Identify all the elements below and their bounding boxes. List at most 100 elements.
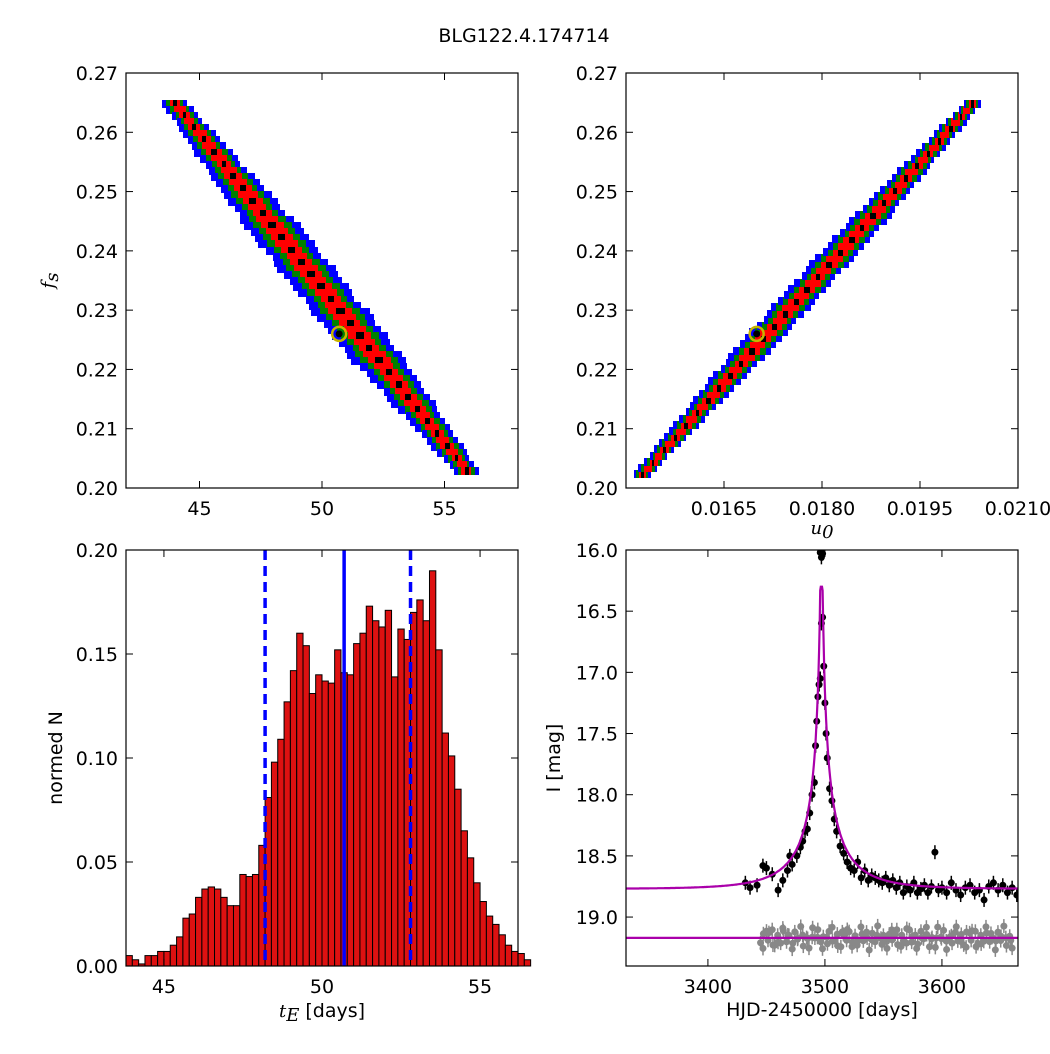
panel-light-curve: 3400 3500 3600 16.0 16.5 17.0 17.5 18.0 18.5 19.0… bbox=[543, 540, 1019, 1021]
posterior-cell-level3 bbox=[202, 142, 216, 150]
posterior-cell-level4 bbox=[838, 248, 843, 256]
x-tick-label: 50 bbox=[310, 498, 334, 520]
histogram-bar bbox=[498, 934, 506, 967]
data-point bbox=[924, 889, 932, 897]
x-tick-label: 3400 bbox=[684, 976, 732, 998]
x-tick-label: 0.0210 bbox=[985, 498, 1050, 520]
posterior-cell-level4 bbox=[366, 345, 372, 353]
histogram-bar bbox=[454, 788, 462, 967]
residual-point bbox=[952, 923, 960, 931]
residual-point bbox=[799, 942, 807, 950]
x-tick-label: 3500 bbox=[801, 976, 849, 998]
posterior-cell-level3 bbox=[739, 353, 755, 361]
histogram-bar bbox=[289, 670, 298, 967]
posterior-cell-level4 bbox=[375, 357, 383, 365]
data-point bbox=[857, 874, 865, 882]
residual-point bbox=[759, 944, 767, 952]
posterior-cell-level3 bbox=[294, 265, 318, 273]
data-point bbox=[947, 879, 955, 887]
histogram-bar bbox=[372, 620, 380, 967]
histogram-bar bbox=[270, 761, 279, 967]
posterior-cell-level3 bbox=[794, 291, 809, 299]
posterior-cell-level4 bbox=[230, 173, 236, 181]
histogram-bar bbox=[365, 605, 374, 967]
histogram-bar bbox=[416, 599, 424, 967]
histogram-bar bbox=[150, 955, 159, 967]
best-fit-marker bbox=[748, 325, 765, 343]
histogram-bar bbox=[334, 649, 342, 967]
histogram-bar bbox=[523, 959, 532, 967]
residual-point bbox=[1000, 922, 1008, 930]
histogram-bar bbox=[391, 676, 399, 967]
residual-point bbox=[934, 923, 942, 931]
y-axis-label: I [mag] bbox=[543, 724, 565, 793]
posterior-cell-level4 bbox=[696, 408, 699, 416]
posterior-cell-level3 bbox=[940, 130, 949, 138]
histogram-bar bbox=[447, 755, 456, 967]
posterior-cell-level4 bbox=[347, 320, 354, 328]
histogram-bar bbox=[485, 915, 494, 967]
residual-point bbox=[902, 939, 910, 947]
posterior-cell-level4 bbox=[749, 347, 755, 355]
posterior-cell-level4 bbox=[356, 332, 364, 340]
posterior-cell-level4 bbox=[405, 394, 411, 402]
posterior-cell-level4 bbox=[949, 124, 953, 132]
posterior-cell-level4 bbox=[641, 470, 644, 478]
histogram-bar bbox=[428, 570, 437, 967]
histogram-bar bbox=[422, 620, 430, 967]
posterior-cell-level4 bbox=[386, 369, 392, 377]
histogram-bar bbox=[220, 896, 228, 967]
posterior-cell-level4 bbox=[674, 433, 677, 441]
posterior-cell-level3 bbox=[838, 242, 854, 250]
posterior-cell-level3 bbox=[718, 377, 732, 385]
best-fit-marker bbox=[330, 325, 348, 343]
posterior-cell-level3 bbox=[229, 179, 247, 187]
posterior-cell-level3 bbox=[354, 339, 375, 347]
histogram-bar bbox=[245, 876, 253, 967]
residual-point bbox=[893, 926, 901, 934]
posterior-cell-level3 bbox=[860, 217, 876, 225]
posterior-cell-level4 bbox=[706, 396, 711, 404]
y-tick-label: 19.0 bbox=[576, 907, 618, 929]
data-point bbox=[779, 876, 787, 884]
posterior-cell-level3 bbox=[333, 314, 356, 322]
y-tick-label: 0.25 bbox=[76, 182, 118, 204]
data-point bbox=[819, 550, 827, 558]
posterior-cell-level4 bbox=[783, 310, 788, 318]
posterior-cell-level3 bbox=[305, 277, 326, 285]
posterior-cell-level3 bbox=[849, 229, 864, 237]
posterior-cell-level3 bbox=[344, 326, 366, 334]
y-tick-label: 17.0 bbox=[576, 662, 618, 684]
y-tick-label: 0.20 bbox=[76, 540, 118, 562]
residual-point bbox=[883, 944, 891, 952]
posterior-cell-level4 bbox=[222, 161, 226, 169]
residual-point bbox=[991, 946, 999, 954]
posterior-cell-level3 bbox=[395, 388, 411, 396]
y-axis-label: fs bbox=[38, 273, 63, 291]
histogram-bar bbox=[378, 626, 386, 967]
posterior-cell-level4 bbox=[684, 421, 688, 429]
histogram-bar bbox=[277, 738, 285, 967]
data-point bbox=[943, 889, 951, 897]
x-tick-label: 45 bbox=[152, 976, 176, 998]
residual-point bbox=[943, 945, 951, 953]
posterior-cell-level3 bbox=[457, 461, 467, 469]
residual-point bbox=[828, 923, 836, 931]
posterior-cell-level4 bbox=[938, 137, 941, 145]
residual-point bbox=[839, 930, 847, 938]
plot-area bbox=[626, 550, 1018, 957]
histogram-bar bbox=[479, 901, 487, 967]
data-point bbox=[931, 848, 939, 856]
histogram-bar bbox=[308, 693, 317, 967]
y-tick-label: 0.20 bbox=[576, 478, 618, 500]
posterior-cell-level3 bbox=[275, 240, 298, 248]
data-point bbox=[753, 881, 761, 889]
posterior-cell-level3 bbox=[174, 106, 186, 114]
y-tick-label: 0.25 bbox=[576, 182, 618, 204]
posterior-cell-level4 bbox=[816, 272, 820, 280]
y-tick-label: 0.20 bbox=[76, 478, 118, 500]
posterior-cell-level4 bbox=[465, 467, 469, 475]
posterior-cell-level4 bbox=[794, 297, 799, 305]
data-point bbox=[746, 884, 754, 892]
posterior-cell-level3 bbox=[707, 390, 720, 398]
